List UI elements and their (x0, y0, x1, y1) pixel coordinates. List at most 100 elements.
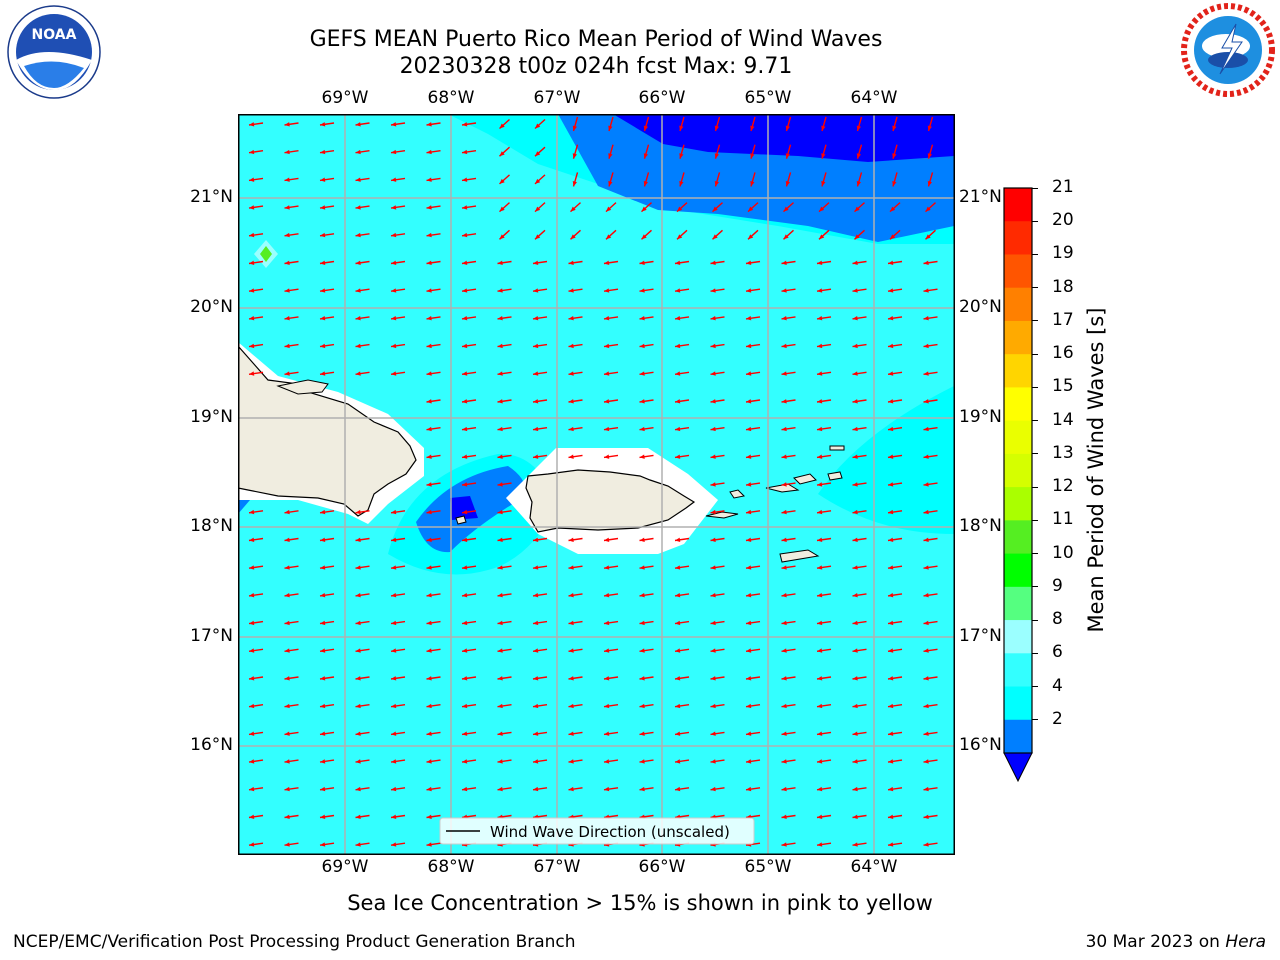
wave-arrow (355, 288, 370, 293)
wave-arrow (426, 620, 441, 626)
wave-arrow (284, 842, 299, 847)
wave-arrow (390, 703, 406, 709)
shade-east-light (818, 386, 954, 534)
wave-arrow (852, 426, 867, 432)
wave-arrow (852, 288, 867, 293)
wave-arrow (426, 676, 441, 681)
wave-arrow (319, 537, 335, 542)
wave-arrow (568, 426, 583, 432)
wave-arrow (887, 648, 903, 653)
wave-arrow (923, 509, 938, 515)
wave-arrow (461, 343, 477, 349)
wave-arrow (248, 149, 264, 155)
wave-arrow (497, 316, 512, 321)
wave-arrow (355, 149, 370, 155)
wave-arrow (461, 288, 477, 293)
wave-arrow (923, 703, 938, 709)
wave-arrow (785, 144, 792, 159)
wave-arrow (319, 703, 335, 709)
wave-arrow (923, 814, 938, 819)
colorbar-tick-mark (1032, 686, 1038, 688)
wave-arrow (603, 593, 619, 598)
wave-arrow (816, 482, 832, 487)
lat-label-left: 16°N (190, 735, 233, 755)
wave-arrow (639, 759, 654, 764)
wave-arrow (568, 371, 583, 376)
wave-arrow (852, 759, 867, 764)
colorbar-tick-label: 2 (1052, 708, 1063, 729)
wave-arrow (816, 371, 832, 376)
lat-label-right: 17°N (959, 626, 1002, 646)
wave-arrow (426, 177, 441, 182)
colorbar-tick-label: 6 (1052, 642, 1063, 663)
wave-arrow (643, 144, 650, 159)
wave-arrow (887, 316, 903, 321)
wave-arrow (781, 454, 796, 459)
wave-arrow (499, 118, 510, 130)
wave-arrow (816, 454, 832, 459)
wave-arrow (603, 537, 619, 542)
wave-arrow (461, 565, 477, 570)
colorbar-segment (1004, 453, 1032, 488)
wave-arrow (319, 509, 335, 515)
wave-arrow (319, 149, 335, 155)
wave-arrow (426, 426, 441, 432)
wave-arrow (603, 786, 619, 792)
wave-arrow (532, 288, 548, 293)
wave-arrow (568, 399, 583, 404)
wave-arrow (710, 565, 725, 570)
wave-arrow (781, 814, 796, 819)
wave-arrow (674, 537, 690, 542)
wave-arrow (497, 731, 512, 736)
wave-arrow (745, 703, 761, 709)
wave-arrow (643, 172, 650, 187)
wave-arrow (532, 426, 548, 432)
land-st-croix (779, 549, 820, 563)
wave-arrow (816, 260, 832, 265)
wave-arrow (887, 343, 903, 349)
wave-period-map: Wind Wave Direction (unscaled) (238, 114, 955, 855)
wave-arrow (674, 565, 690, 570)
wave-arrow (248, 343, 264, 349)
wave-arrow (426, 371, 441, 376)
wave-arrow (390, 731, 406, 736)
wave-arrow (745, 343, 761, 349)
wave-arrow (426, 759, 441, 764)
wave-arrow (745, 371, 761, 376)
wave-arrow (714, 144, 721, 159)
wave-arrow (461, 232, 477, 238)
colorbar-segment (1004, 487, 1032, 521)
wave-arrow (461, 260, 477, 265)
wave-arrow (534, 229, 546, 240)
wave-arrow (639, 426, 654, 432)
colorbar-tick-label: 9 (1052, 575, 1063, 596)
ice-caption: Sea Ice Concentration > 15% is shown in … (347, 891, 933, 915)
wave-arrow (923, 842, 938, 847)
wave-arrow (248, 122, 264, 127)
wave-arrow (745, 288, 761, 293)
wave-arrow (674, 731, 690, 736)
wave-arrow (712, 202, 723, 213)
wave-arrow (674, 786, 690, 792)
wave-arrow (568, 343, 583, 349)
colorbar-title: Mean Period of Wind Waves [s] (1084, 307, 1108, 633)
wave-arrow (887, 814, 903, 819)
wave-arrow (390, 288, 406, 293)
wave-arrow (816, 593, 832, 598)
wave-arrow (923, 454, 938, 459)
wave-arrow (568, 703, 583, 709)
wave-arrow (284, 786, 299, 792)
wave-arrow (710, 288, 725, 293)
wave-arrow (852, 371, 867, 376)
wave-arrow (284, 759, 299, 764)
wave-arrow (534, 174, 546, 185)
wave-arrow (319, 177, 335, 182)
wave-arrow (674, 759, 690, 764)
wave-arrow (532, 565, 548, 570)
wave-arrow (887, 703, 903, 709)
wave-arrow (745, 731, 761, 736)
wave-arrow (497, 786, 512, 792)
wave-arrow (887, 842, 903, 847)
wave-arrow (781, 316, 796, 321)
wave-arrow (923, 316, 938, 321)
